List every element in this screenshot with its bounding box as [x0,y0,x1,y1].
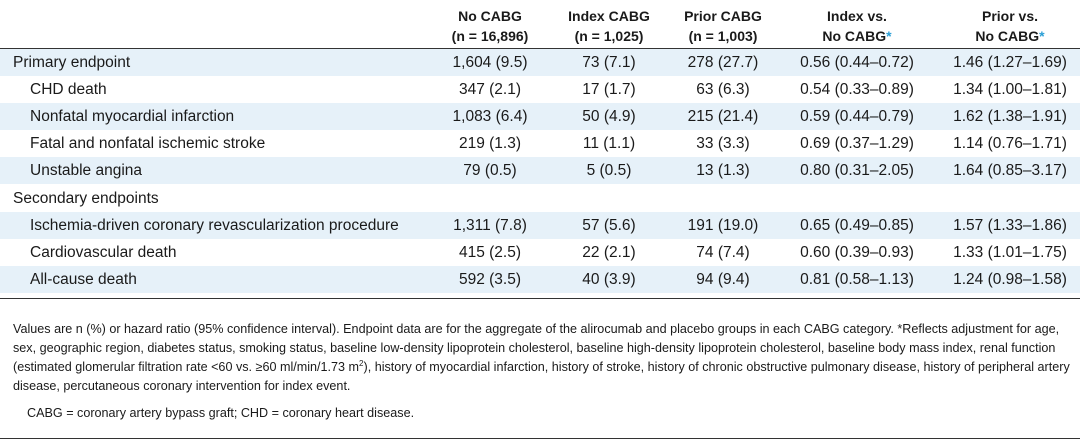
header-index-vs-no-cabg: Index vs. No CABG* [822,8,892,44]
footer-rule [0,438,1080,439]
table-section-row: Secondary endpoints [13,190,159,207]
asterisk-marker: * [1039,28,1045,44]
table-row: Fatal and nonfatal ischemic stroke 219 (… [30,135,1067,152]
table-bottom-rule [0,298,1080,299]
header-rule [0,48,1080,49]
header-prior-cabg: Prior CABG (n = 1,003) [684,8,762,44]
table-row: All-cause death 592 (3.5) 40 (3.9) 94 (9… [0,266,1080,293]
table-row: Nonfatal myocardial infarction 1,083 (6.… [0,103,1080,130]
table-footnote: Values are n (%) or hazard ratio (95% co… [13,322,1070,393]
table-row: Ischemia-driven coronary revascularizati… [0,212,1080,239]
header-index-cabg: Index CABG (n = 1,025) [568,8,650,44]
table-row: Unstable angina 79 (0.5) 5 (0.5) 13 (1.3… [0,157,1080,184]
header-prior-vs-no-cabg: Prior vs. No CABG* [975,8,1045,44]
table-row: Primary endpoint 1,604 (9.5) 73 (7.1) 27… [0,49,1080,76]
table-row: Cardiovascular death 415 (2.5) 22 (2.1) … [30,244,1067,261]
header-no-cabg: No CABG (n = 16,896) [451,8,529,44]
abbreviations-note: CABG = coronary artery bypass graft; CHD… [27,406,415,420]
asterisk-marker: * [886,28,892,44]
table-row: CHD death 347 (2.1) 17 (1.7) 63 (6.3) 0.… [30,81,1067,98]
